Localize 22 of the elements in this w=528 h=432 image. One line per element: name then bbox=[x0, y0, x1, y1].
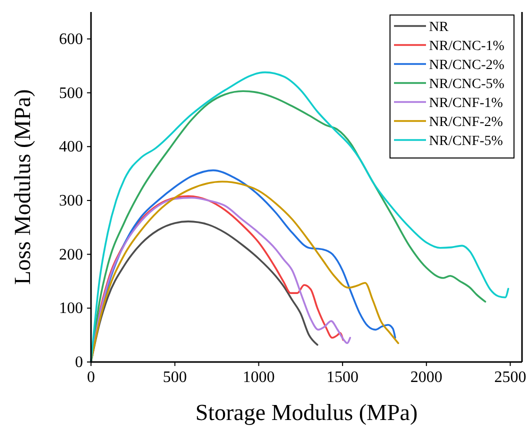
legend-label: NR/CNC-1% bbox=[429, 39, 505, 54]
x-tick-label: 0 bbox=[87, 369, 95, 386]
x-tick-label: 500 bbox=[162, 369, 187, 386]
y-tick-label: 600 bbox=[59, 30, 83, 48]
legend-label: NR/CNF-1% bbox=[429, 96, 504, 111]
legend-label: NR/CNF-2% bbox=[429, 115, 504, 130]
legend-label: NR bbox=[429, 20, 450, 35]
y-tick-label: 400 bbox=[59, 138, 83, 156]
legend-label: NR/CNC-5% bbox=[429, 77, 505, 92]
y-tick-label: 0 bbox=[75, 354, 83, 371]
y-tick-label: 200 bbox=[59, 246, 83, 264]
y-tick-label: 300 bbox=[59, 192, 83, 210]
x-tick-label: 2000 bbox=[410, 369, 442, 386]
x-tick-label: 1500 bbox=[326, 369, 359, 386]
x-axis-title: Storage Modulus (MPa) bbox=[195, 400, 418, 425]
x-tick-label: 1000 bbox=[242, 369, 275, 386]
x-tick-label: 2500 bbox=[494, 369, 526, 386]
legend-label: NR/CNF-5% bbox=[429, 134, 504, 149]
y-tick-label: 500 bbox=[59, 84, 83, 102]
y-tick-label: 100 bbox=[59, 300, 83, 318]
legend-label: NR/CNC-2% bbox=[429, 58, 505, 73]
y-axis-title: Loss Modulus (MPa) bbox=[10, 89, 35, 285]
